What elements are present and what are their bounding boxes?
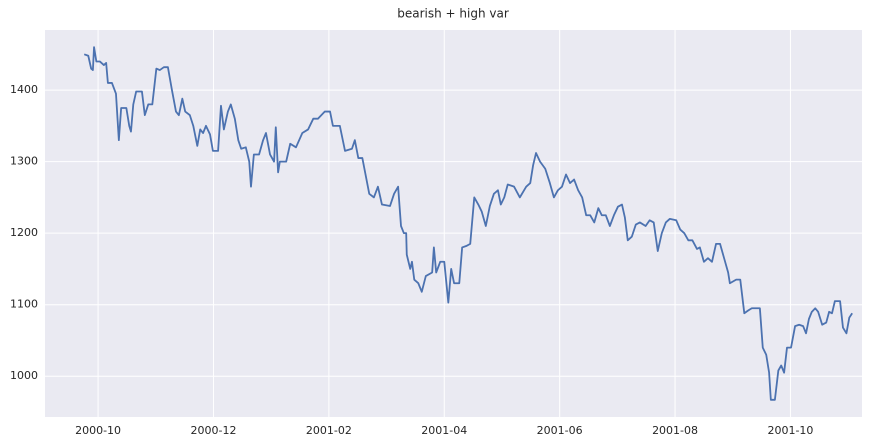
y-tick-label: 1100 [10, 298, 38, 311]
x-tick-label: 2001-02 [306, 424, 352, 437]
x-tick-label: 2001-10 [767, 424, 813, 437]
y-tick-label: 1400 [10, 83, 38, 96]
x-tick-label: 2001-08 [652, 424, 698, 437]
y-tick-label: 1000 [10, 369, 38, 382]
plot-area [45, 30, 862, 417]
x-tick-label: 2000-12 [190, 424, 236, 437]
x-tick-label: 2001-04 [421, 424, 467, 437]
y-tick-label: 1300 [10, 155, 38, 168]
line-series [83, 46, 853, 401]
y-tick-label: 1200 [10, 226, 38, 239]
x-tick-label: 2000-10 [75, 424, 121, 437]
chart-title: bearish + high var [397, 7, 509, 21]
x-tick-label: 2001-06 [537, 424, 583, 437]
